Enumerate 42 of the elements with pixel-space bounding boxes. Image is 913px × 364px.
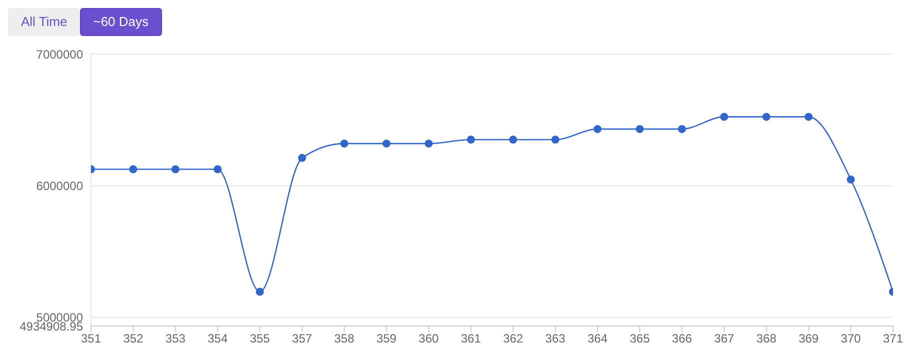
point bbox=[298, 154, 306, 162]
x-tick-label: 355 bbox=[250, 332, 270, 346]
x-tick-label: 352 bbox=[123, 332, 144, 346]
point bbox=[214, 165, 222, 174]
x-tick-label: 351 bbox=[80, 332, 102, 346]
x-tick-label: 368 bbox=[756, 332, 777, 346]
point bbox=[129, 165, 138, 174]
x-tick-label: 363 bbox=[545, 332, 566, 346]
x-tick-label: 360 bbox=[418, 332, 440, 346]
point bbox=[256, 288, 264, 296]
x-tick-label: 359 bbox=[376, 332, 397, 346]
point bbox=[171, 165, 180, 174]
x-tick-label: 366 bbox=[672, 332, 692, 346]
x-tick-label: 361 bbox=[460, 332, 482, 346]
y-tick-label: 7000000 bbox=[36, 47, 84, 62]
point bbox=[551, 136, 560, 144]
x-tick-label: 358 bbox=[334, 332, 355, 346]
point bbox=[678, 125, 686, 134]
x-tick-label: 365 bbox=[630, 332, 650, 346]
x-tick-label: 357 bbox=[292, 332, 312, 346]
x-tick-label: 369 bbox=[798, 332, 819, 346]
point bbox=[340, 140, 348, 148]
point bbox=[382, 140, 390, 148]
point bbox=[636, 125, 644, 134]
point bbox=[720, 112, 728, 121]
point bbox=[804, 112, 813, 121]
x-tick-label: 354 bbox=[208, 332, 228, 346]
point bbox=[466, 136, 475, 144]
point bbox=[846, 176, 855, 184]
x-tick-label: 362 bbox=[503, 332, 524, 346]
point bbox=[594, 125, 602, 134]
x-tick-label: 364 bbox=[588, 332, 608, 346]
toggle-button: All Time bbox=[8, 8, 80, 36]
x-tick-label: 370 bbox=[840, 332, 862, 346]
y-tick-label: 6000000 bbox=[36, 178, 84, 193]
point bbox=[762, 112, 770, 121]
toggle-button: ~60 Days bbox=[80, 8, 162, 36]
point bbox=[509, 136, 518, 144]
x-tick-label: 367 bbox=[714, 332, 734, 346]
x-tick-label: 353 bbox=[165, 332, 186, 346]
x-tick-label: 371 bbox=[882, 332, 904, 346]
point bbox=[424, 140, 433, 148]
